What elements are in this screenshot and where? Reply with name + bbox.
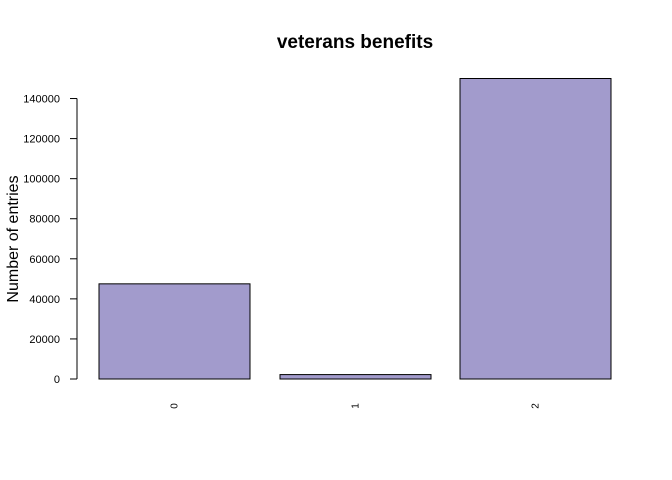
- x-axis-labels: 0 1 2: [170, 403, 542, 409]
- y-tick-label: 100000: [23, 174, 60, 186]
- y-tick-label: 0: [54, 374, 60, 386]
- y-tick-label: 40000: [29, 294, 60, 306]
- bar-0: [98, 283, 251, 380]
- x-category-label: 1: [351, 403, 362, 409]
- y-tick-label: 60000: [29, 254, 60, 266]
- y-tick-label: 80000: [29, 214, 60, 226]
- bar-2: [459, 78, 612, 380]
- y-tick-label: 140000: [23, 94, 60, 106]
- y-tick-label: 20000: [29, 334, 60, 346]
- y-axis-label: Number of entries: [5, 175, 22, 302]
- chart-title: veterans benefits: [277, 32, 433, 53]
- x-category-label: 2: [531, 403, 542, 409]
- bar-1: [279, 374, 432, 380]
- y-axis: 0 20000 40000 60000 80000 100000 120000 140000: [23, 94, 78, 386]
- y-tick-label: 120000: [23, 134, 60, 146]
- x-category-label: 0: [170, 403, 181, 409]
- bars: [98, 78, 612, 380]
